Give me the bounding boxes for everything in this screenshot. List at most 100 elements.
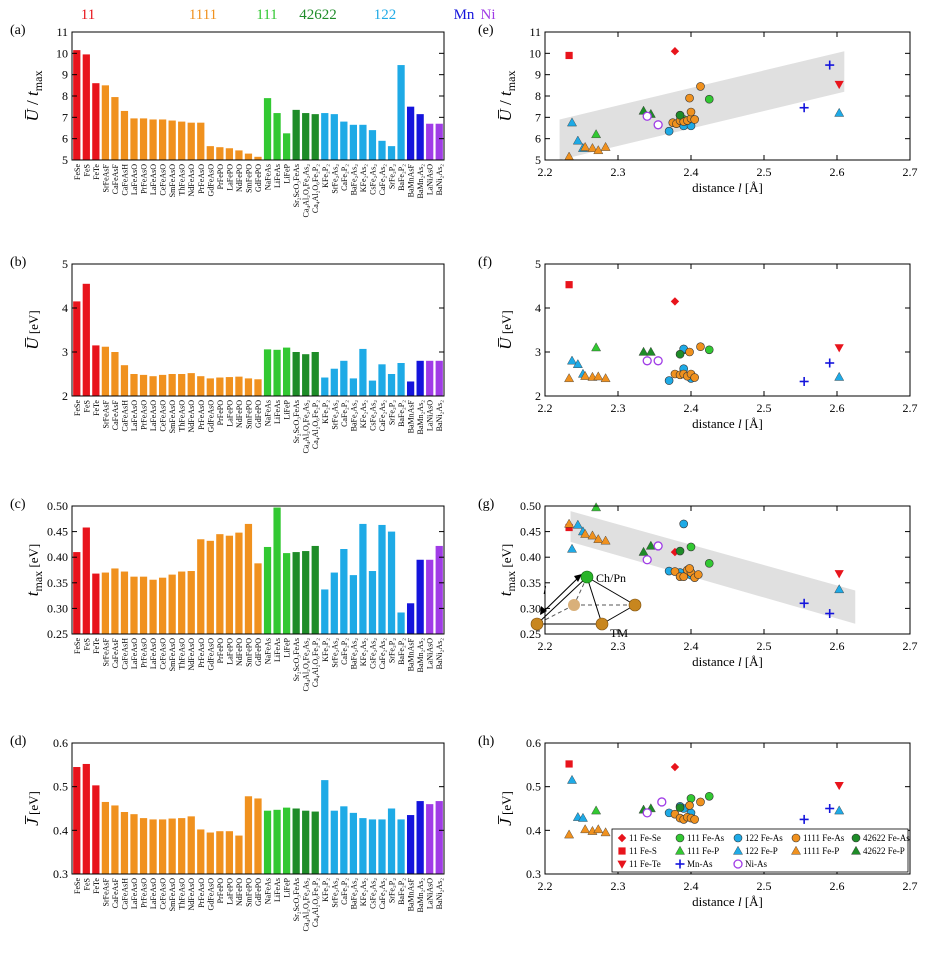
bar-Ca₄Al₂O₆Fe₂As₂ [302, 551, 310, 634]
category-label: NdFePO [235, 400, 244, 428]
bar-NaFeAs [263, 810, 272, 874]
point-1111-Fe-P [564, 373, 575, 382]
category-label: SmFeAsO [168, 878, 177, 912]
bar-GdFePO [254, 563, 262, 634]
family-label-11: 11 [81, 7, 95, 23]
point-111-Fe-P [591, 805, 602, 815]
bar-panel-a: 5 6 7 8 9 10 11 FeSe FeS FeTe SrFeAsF CaFeAsF CaFeAs… [10, 23, 445, 218]
point-111-Fe-As [686, 794, 696, 803]
y-tick-label: 7 [535, 110, 541, 124]
bar-KFe₂As₂ [359, 124, 367, 160]
point-122-Fe-P [834, 371, 845, 381]
y-axis-label: J̅ [eV] [23, 791, 42, 826]
plot-frame [544, 263, 911, 397]
category-label: NaFeAs [264, 164, 273, 190]
category-label: SrFe₂P₂ [388, 638, 397, 663]
x-tick-label: 2.7 [903, 165, 918, 179]
bar-LaFeAsO [130, 374, 138, 396]
legend-entry: 11 Fe-S [629, 846, 657, 856]
bar-CeFeAsO [158, 374, 167, 396]
bar-FeTe [92, 83, 100, 160]
legend-entry: 1111 Fe-P [803, 846, 839, 856]
bar-CaFe₂P₂ [340, 360, 348, 396]
category-label: NaFeAs [264, 878, 273, 904]
category-label: SrFeAsF [101, 637, 110, 666]
bar-FeS [82, 54, 90, 160]
point-11-Fe-Se [670, 547, 680, 557]
category-label: CaFeAsF [111, 877, 120, 908]
bar-SmFePO [244, 153, 253, 160]
category-label: Ca₄Al₂O₆Fe₂As₂ [302, 878, 311, 932]
y-axis-label: J̅ [eV] [496, 791, 515, 826]
y-tick-label: 0.45 [520, 525, 541, 539]
bar-panel-c: 0.25 0.30 0.35 0.40 0.45 0.50 FeSe FeS FeTe SrFeA… [10, 497, 445, 692]
category-label: PrFePO [216, 164, 225, 190]
inset-edge [601, 604, 636, 625]
bar-NdFeAsO [187, 816, 195, 874]
bar-CaFe₂P₂ [340, 806, 348, 874]
category-label: GdFeAsO [206, 878, 215, 911]
x-axis-label: distance l [Å] [692, 894, 763, 909]
family-label-Ni: Ni [481, 7, 496, 23]
y-axis-label: tmax [eV] [496, 544, 518, 596]
family-label-1111: 1111 [189, 7, 217, 23]
y-tick-label: 0.3 [526, 867, 541, 881]
point-1111-Fe-P [580, 141, 591, 151]
category-label: BaMnAsF [407, 163, 416, 197]
legend-entry: Mn-As [687, 859, 713, 869]
x-tick-label: 2.7 [903, 639, 918, 653]
category-label: PrFeAsO [197, 164, 206, 194]
bar-SrFe₂P₂ [387, 146, 396, 160]
point-122-Fe-P [834, 584, 845, 594]
category-label: LiFeAs [273, 400, 282, 424]
bar-SrFeAsF [101, 572, 110, 634]
point-1111-Fe-As [685, 347, 694, 357]
bar-Ca₄Al₂O₆Fe₂As₂ [302, 810, 310, 874]
legend-entry: 1111 Fe-As [803, 833, 845, 843]
bar-NaFeAs [263, 98, 272, 160]
bar-SrFe₂As₂ [330, 810, 338, 874]
category-label: Sr₂ScO₃FeAs [292, 638, 301, 681]
inset-label-tm: TM [610, 626, 628, 640]
y-tick-label: 6 [535, 132, 541, 146]
point-1111-Fe-As [670, 567, 680, 576]
category-label: KFe₂As₂ [359, 400, 368, 428]
y-tick-label: 8 [62, 89, 68, 103]
point-111-Fe-As [704, 559, 714, 568]
point-122-Fe-As [679, 519, 689, 529]
category-label: KFe₂As₂ [359, 164, 368, 192]
bar-CaFeAsH [120, 571, 129, 634]
bar-GdFeAsO [206, 540, 214, 634]
category-label: SrFe₂As₂ [330, 400, 339, 430]
category-label: NdFePO [235, 638, 244, 666]
category-label: Sr₂ScO₃FeAs [292, 164, 301, 207]
category-label: LaFeAsO [149, 400, 158, 431]
bar-BaFe₂P₂ [397, 65, 405, 160]
bar-PrFePO [216, 534, 224, 634]
category-label: SrFeAsF [101, 877, 110, 906]
bar-LaFeAsO [130, 814, 138, 874]
bar-KFe₂P₂ [321, 113, 329, 160]
x-tick-label: 2.3 [611, 639, 626, 653]
x-tick-label: 2.2 [538, 165, 553, 179]
y-tick-label: 11 [529, 25, 541, 39]
bar-BaNi₂As₂ [435, 360, 443, 396]
bar-LaNiAsO [426, 123, 434, 160]
category-label: CaFeAsF [111, 163, 120, 194]
category-label: Ca₄Al₂O₆Fe₂As₂ [302, 164, 311, 218]
category-label: PrFeAsO [197, 878, 206, 908]
category-label: FeSe [73, 638, 82, 654]
point-122-Fe-As [664, 126, 674, 136]
bar-CaFeAsH [120, 110, 129, 160]
point-Ni-As [642, 356, 652, 366]
inset-atom-tm [628, 598, 642, 612]
category-label: CsFe₂As₂ [368, 878, 377, 909]
category-label: Ca₄Al₂O₆Fe₂As₂ [302, 400, 311, 454]
category-label: GdFePO [254, 164, 263, 192]
bar-CaFe₂P₂ [340, 549, 348, 634]
category-label: KFe₂As₂ [359, 878, 368, 906]
point-Ni-As [653, 356, 663, 366]
y-tick-label: 0.45 [47, 525, 68, 539]
